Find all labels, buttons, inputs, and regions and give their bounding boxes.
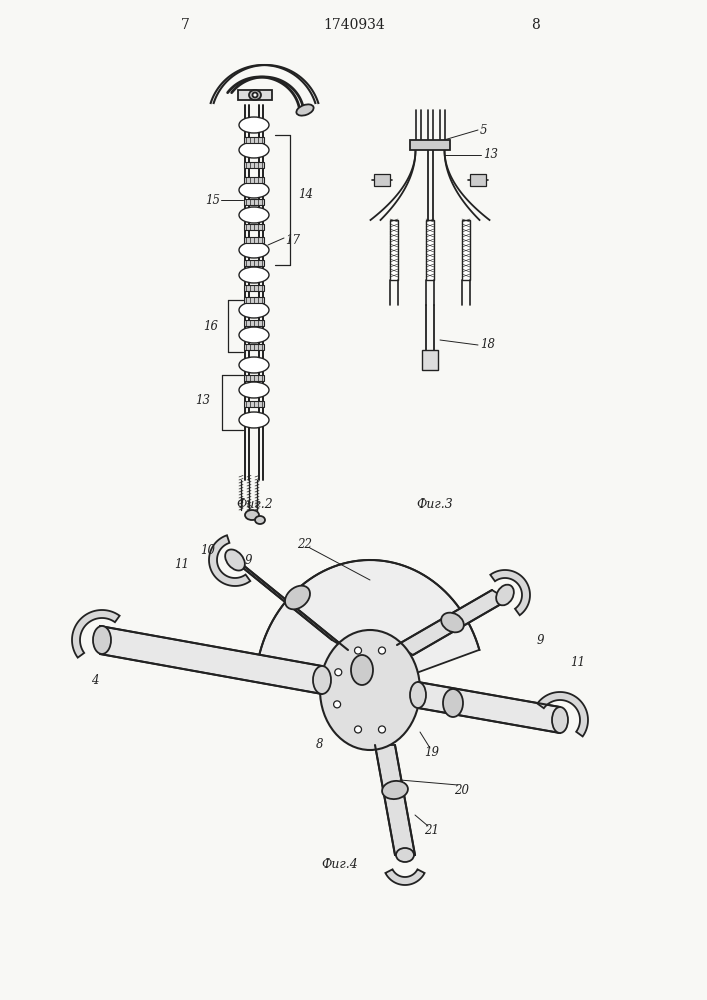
Text: Фиг.3: Фиг.3 <box>416 498 453 512</box>
Text: 19: 19 <box>424 746 440 758</box>
Ellipse shape <box>252 93 257 98</box>
Bar <box>470 174 486 186</box>
Bar <box>244 285 264 291</box>
Text: 8: 8 <box>531 18 539 32</box>
Bar <box>244 401 264 407</box>
Ellipse shape <box>313 666 331 694</box>
Ellipse shape <box>443 689 463 717</box>
Text: 16: 16 <box>203 320 218 332</box>
Ellipse shape <box>354 726 361 733</box>
Text: 7: 7 <box>180 18 189 32</box>
Ellipse shape <box>239 207 269 223</box>
Ellipse shape <box>239 142 269 158</box>
Bar <box>390 220 398 280</box>
Text: 8: 8 <box>316 738 324 752</box>
Text: 15: 15 <box>205 194 220 207</box>
Polygon shape <box>257 560 479 690</box>
Text: 21: 21 <box>424 824 440 836</box>
Ellipse shape <box>378 647 385 654</box>
Ellipse shape <box>320 630 420 750</box>
Bar <box>244 320 264 326</box>
Polygon shape <box>397 590 508 655</box>
Bar <box>374 174 390 186</box>
Ellipse shape <box>496 585 514 605</box>
Ellipse shape <box>225 549 245 571</box>
Text: Фиг.2: Фиг.2 <box>237 498 274 512</box>
Bar <box>244 375 264 381</box>
Bar <box>244 260 264 266</box>
Bar <box>422 350 438 370</box>
Ellipse shape <box>239 357 269 373</box>
Text: 9: 9 <box>244 554 252 566</box>
Ellipse shape <box>396 848 414 862</box>
Bar <box>426 220 434 280</box>
Polygon shape <box>537 692 588 736</box>
Ellipse shape <box>378 726 385 733</box>
Ellipse shape <box>255 516 265 524</box>
Ellipse shape <box>351 655 373 685</box>
Polygon shape <box>238 90 272 100</box>
Bar <box>244 199 264 205</box>
Ellipse shape <box>249 90 261 100</box>
Bar <box>244 297 264 303</box>
Ellipse shape <box>239 117 269 133</box>
Text: 10: 10 <box>201 544 216 556</box>
Bar <box>244 162 264 168</box>
Bar <box>244 237 264 243</box>
Text: 13: 13 <box>195 393 210 406</box>
Text: 5: 5 <box>480 123 488 136</box>
Bar <box>462 220 470 280</box>
Ellipse shape <box>552 707 568 733</box>
Text: 22: 22 <box>298 538 312 552</box>
Ellipse shape <box>335 669 341 676</box>
Ellipse shape <box>239 382 269 398</box>
Text: 20: 20 <box>455 784 469 796</box>
Bar <box>244 224 264 230</box>
Polygon shape <box>100 626 322 694</box>
Text: 18: 18 <box>480 338 495 352</box>
Text: 14: 14 <box>298 188 313 202</box>
Ellipse shape <box>93 626 111 654</box>
Ellipse shape <box>410 682 426 708</box>
Ellipse shape <box>382 781 408 799</box>
Text: 11: 11 <box>175 558 189 572</box>
Polygon shape <box>375 745 415 855</box>
Text: 1740934: 1740934 <box>323 18 385 32</box>
Polygon shape <box>491 570 530 615</box>
Polygon shape <box>418 682 560 733</box>
Polygon shape <box>410 140 450 150</box>
Ellipse shape <box>239 267 269 283</box>
Ellipse shape <box>354 647 361 654</box>
Bar <box>244 137 264 143</box>
Text: 4: 4 <box>91 674 99 686</box>
Polygon shape <box>72 610 119 658</box>
Ellipse shape <box>285 586 310 609</box>
Ellipse shape <box>239 242 269 258</box>
Ellipse shape <box>245 510 259 520</box>
Polygon shape <box>227 555 348 650</box>
Ellipse shape <box>239 182 269 198</box>
Ellipse shape <box>296 104 314 116</box>
Ellipse shape <box>239 302 269 318</box>
Bar <box>244 177 264 183</box>
Text: 9: 9 <box>536 634 544 647</box>
Bar <box>244 344 264 350</box>
Polygon shape <box>209 535 250 586</box>
Ellipse shape <box>334 701 341 708</box>
Ellipse shape <box>239 412 269 428</box>
Polygon shape <box>385 869 425 885</box>
Ellipse shape <box>239 327 269 343</box>
Text: 17: 17 <box>285 233 300 246</box>
Text: 11: 11 <box>571 656 585 668</box>
Text: 13: 13 <box>483 148 498 161</box>
Ellipse shape <box>441 613 464 632</box>
Text: Фиг.4: Фиг.4 <box>322 858 358 871</box>
